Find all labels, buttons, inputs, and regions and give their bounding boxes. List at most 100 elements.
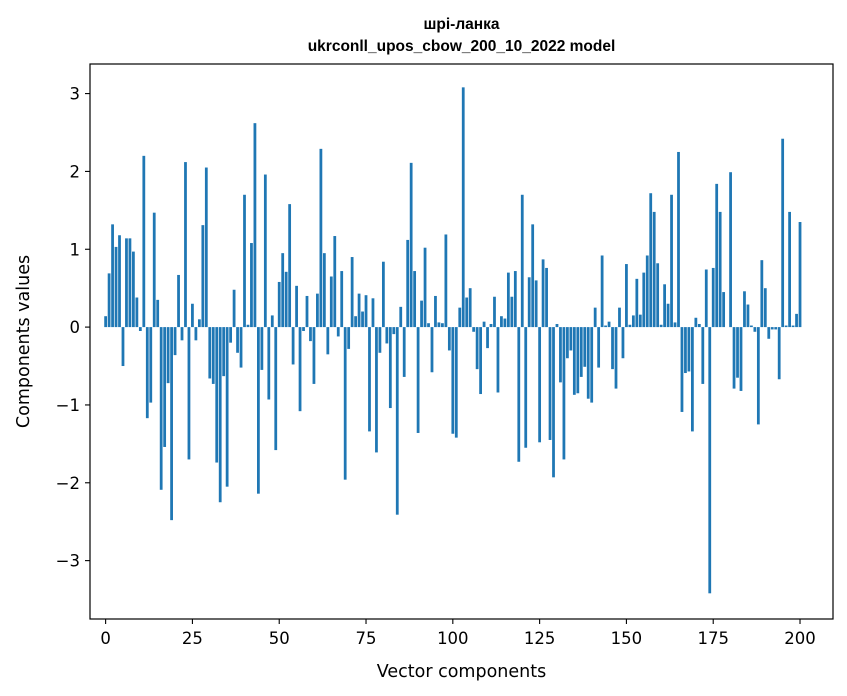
bar-34 <box>222 327 226 377</box>
bar-144 <box>604 325 607 328</box>
bar-134 <box>569 327 573 351</box>
x-tick-label: 175 <box>697 629 729 648</box>
bar-125 <box>538 327 542 443</box>
bar-93 <box>427 323 430 328</box>
bar-84 <box>395 327 399 515</box>
bar-4 <box>118 235 121 328</box>
bar-167 <box>684 327 687 374</box>
bar-75 <box>364 295 368 328</box>
bar-42 <box>250 243 253 328</box>
bar-78 <box>375 327 378 453</box>
bar-82 <box>388 327 392 409</box>
bar-185 <box>746 304 750 328</box>
bar-200 <box>798 222 802 328</box>
bar-121 <box>524 327 528 448</box>
bar-194 <box>777 327 781 380</box>
bar-58 <box>305 295 309 328</box>
bar-7 <box>128 238 132 328</box>
bar-132 <box>562 327 566 460</box>
bar-171 <box>697 323 701 328</box>
bar-95 <box>434 295 437 328</box>
bar-150 <box>625 264 628 328</box>
bar-15 <box>156 299 160 328</box>
bar-189 <box>760 260 764 328</box>
bar-88 <box>409 162 413 328</box>
bar-169 <box>691 327 694 432</box>
bar-141 <box>593 307 597 328</box>
bar-137 <box>579 327 583 377</box>
bar-168 <box>687 327 691 372</box>
bar-177 <box>718 211 722 328</box>
bar-41 <box>246 324 250 328</box>
bar-102 <box>458 307 462 328</box>
bar-124 <box>534 280 538 328</box>
bar-63 <box>322 253 326 328</box>
bar-83 <box>392 327 396 335</box>
bar-17 <box>163 327 167 447</box>
bar-35 <box>225 327 229 487</box>
bar-106 <box>472 327 476 332</box>
bar-27 <box>197 319 201 328</box>
bar-69 <box>343 327 347 480</box>
bar-162 <box>666 303 670 328</box>
bar-11 <box>142 155 146 328</box>
bar-182 <box>736 327 739 378</box>
bar-99 <box>447 327 451 351</box>
bar-186 <box>750 325 753 328</box>
y-axis: −3 −2 −1 0 1 2 3 <box>56 85 90 571</box>
bar-1 <box>107 273 111 328</box>
bar-13 <box>149 327 153 403</box>
bar-118 <box>513 271 517 328</box>
bar-57 <box>302 327 305 331</box>
chart-subtitle: ukrconll_upos_cbow_200_10_2022 model <box>308 38 616 55</box>
bar-115 <box>503 318 507 328</box>
x-tick-label: 125 <box>524 629 556 648</box>
bar-46 <box>263 174 267 328</box>
bar-0 <box>104 316 108 328</box>
bar-122 <box>527 277 531 328</box>
bar-156 <box>645 255 649 328</box>
bar-164 <box>673 322 677 328</box>
bar-26 <box>194 327 198 341</box>
bar-157 <box>649 193 653 328</box>
bar-192 <box>770 327 774 330</box>
bar-91 <box>420 300 423 328</box>
y-tick-label: 0 <box>70 318 81 337</box>
x-tick-label: 150 <box>611 629 643 648</box>
bar-67 <box>336 327 340 337</box>
bar-18 <box>166 327 170 384</box>
bar-48 <box>270 315 274 328</box>
bar-3 <box>114 246 118 328</box>
bar-86 <box>402 327 406 377</box>
bar-172 <box>701 327 705 384</box>
bar-series <box>104 87 802 594</box>
bar-40 <box>243 194 246 328</box>
bar-20 <box>173 327 177 356</box>
bar-43 <box>253 123 257 328</box>
bar-170 <box>694 317 698 328</box>
bar-163 <box>670 194 673 328</box>
bar-73 <box>357 293 361 328</box>
bar-187 <box>753 327 757 332</box>
bar-45 <box>260 327 264 370</box>
bar-161 <box>663 284 666 328</box>
bar-129 <box>552 327 555 478</box>
y-axis-label: Components values <box>14 255 34 428</box>
bar-188 <box>756 327 760 425</box>
y-tick-label: 3 <box>70 85 81 104</box>
bar-53 <box>288 204 292 328</box>
bar-145 <box>607 321 611 328</box>
bar-149 <box>621 327 625 359</box>
y-tick-label: −3 <box>56 552 80 571</box>
bar-123 <box>531 224 535 328</box>
bar-60 <box>312 327 316 384</box>
bar-55 <box>295 285 298 328</box>
bar-33 <box>218 327 222 503</box>
bar-139 <box>586 327 590 399</box>
bar-103 <box>461 87 465 328</box>
bar-112 <box>493 296 496 328</box>
bar-16 <box>159 327 163 490</box>
bar-39 <box>239 327 243 368</box>
bar-85 <box>399 306 403 328</box>
bar-159 <box>656 263 660 328</box>
